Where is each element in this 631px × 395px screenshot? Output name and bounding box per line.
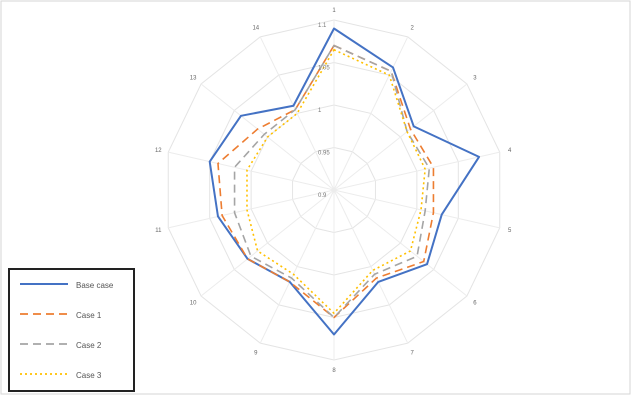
grid-spoke-4 xyxy=(333,151,500,191)
grid-spoke-14 xyxy=(259,36,335,191)
legend-swatch-2 xyxy=(20,313,68,315)
axis-label-14: 14 xyxy=(252,26,259,32)
r-tick-label-3: 1.05 xyxy=(318,66,330,72)
r-tick-label-4: 1.1 xyxy=(318,23,327,29)
grid-spoke-7 xyxy=(333,189,409,344)
legend-item-3: Case 2 xyxy=(10,338,133,358)
axis-label-1: 1 xyxy=(332,8,336,14)
axis-label-2: 2 xyxy=(411,26,415,32)
axis-label-9: 9 xyxy=(254,350,258,356)
axis-label-11: 11 xyxy=(155,228,162,234)
legend-swatch-4 xyxy=(20,373,68,375)
legend-item-4: Case 3 xyxy=(10,368,133,388)
grid-spoke-9 xyxy=(259,189,335,344)
legend-item-2: Case 1 xyxy=(10,308,133,328)
axis-label-3: 3 xyxy=(473,76,477,82)
legend-swatch-1 xyxy=(20,283,68,285)
grid-spoke-3 xyxy=(333,83,468,191)
grid-spoke-2 xyxy=(333,36,409,191)
chart-legend: Base case Case 1 Case 2 Case 3 xyxy=(8,268,135,392)
r-tick-label-1: 0.95 xyxy=(318,151,330,157)
axis-label-7: 7 xyxy=(411,350,415,356)
axis-label-12: 12 xyxy=(155,148,162,154)
axis-label-10: 10 xyxy=(190,300,197,306)
legend-label-4: Case 3 xyxy=(76,371,102,380)
series-line-1 xyxy=(208,27,481,336)
series-line-2 xyxy=(217,44,435,319)
grid-spoke-12 xyxy=(168,151,335,191)
axis-label-5: 5 xyxy=(508,228,512,234)
legend-item-1: Base case xyxy=(10,278,133,298)
series-line-4 xyxy=(246,48,426,315)
axis-label-8: 8 xyxy=(332,368,336,374)
grid-spoke-5 xyxy=(333,189,500,229)
series-line-3 xyxy=(233,44,431,319)
legend-label-1: Base case xyxy=(76,281,114,290)
grid-spoke-11 xyxy=(168,189,335,229)
radar-grid xyxy=(167,19,501,361)
legend-label-2: Case 1 xyxy=(76,311,102,320)
legend-swatch-3 xyxy=(20,343,68,345)
radar-series xyxy=(208,27,481,336)
r-tick-label-2: 1 xyxy=(318,108,322,114)
axis-label-13: 13 xyxy=(190,76,197,82)
axis-label-6: 6 xyxy=(473,300,477,306)
grid-spoke-10 xyxy=(200,189,335,297)
legend-label-3: Case 2 xyxy=(76,341,102,350)
r-tick-label-0: 0.9 xyxy=(318,193,327,199)
grid-spoke-6 xyxy=(333,189,468,297)
axis-label-4: 4 xyxy=(508,148,512,154)
